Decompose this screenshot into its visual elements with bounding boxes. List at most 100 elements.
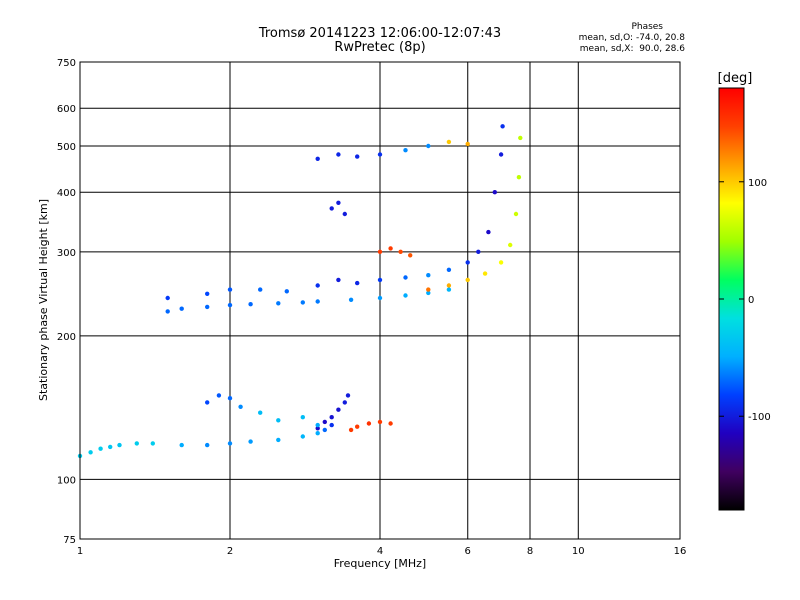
data-point	[508, 242, 513, 248]
grid-lines	[80, 62, 680, 539]
data-point	[513, 211, 519, 217]
data-point	[284, 289, 289, 294]
data-point	[465, 141, 470, 147]
data-point	[355, 280, 360, 286]
data-point	[227, 302, 233, 308]
chart-subtitle: RwPretec (8p)	[334, 40, 426, 55]
data-point	[377, 249, 383, 254]
x-tick-label: 4	[377, 546, 383, 557]
data-point	[518, 135, 523, 141]
y-tick-label: 600	[57, 104, 76, 115]
data-point	[342, 400, 347, 405]
data-point	[348, 427, 354, 433]
data-point	[216, 393, 222, 398]
data-point	[315, 422, 320, 428]
data-point	[300, 415, 305, 420]
data-point	[205, 400, 210, 405]
x-axis-ticks: 1 2 4 6 8 10 16	[77, 546, 687, 557]
data-point	[98, 446, 103, 451]
data-point	[227, 287, 233, 292]
data-point	[329, 415, 334, 420]
data-point	[498, 152, 504, 157]
y-axis-label: Stationary phase Virtual Height [km]	[37, 199, 50, 401]
data-point	[179, 442, 184, 448]
data-point	[498, 260, 504, 265]
data-point	[329, 422, 334, 428]
x-tick-label: 8	[527, 546, 533, 557]
data-point	[377, 419, 383, 425]
data-point	[179, 306, 184, 311]
data-point	[492, 190, 497, 195]
y-tick-label: 200	[57, 332, 76, 343]
data-point	[165, 295, 170, 301]
data-point	[238, 404, 243, 409]
data-point	[465, 260, 470, 265]
x-axis-label: Frequency [MHz]	[334, 557, 426, 570]
data-point	[426, 287, 431, 292]
chart-title: Tromsø 20141223 12:06:00-12:07:43	[258, 26, 502, 41]
plot-frame	[79, 61, 681, 540]
data-point	[134, 441, 139, 446]
y-tick-label: 400	[57, 188, 76, 199]
data-point	[88, 450, 93, 455]
data-point	[398, 249, 403, 254]
data-point	[446, 267, 452, 272]
data-point	[276, 437, 281, 443]
colorbar-ticks: 100 0 -100	[719, 178, 771, 423]
data-point	[446, 287, 452, 292]
data-point	[322, 419, 327, 425]
x-tick-label: 10	[572, 546, 585, 557]
stats-header: Phases	[631, 22, 663, 32]
data-point	[336, 200, 341, 205]
data-point	[276, 301, 281, 306]
data-point	[315, 426, 320, 431]
data-point	[377, 295, 383, 301]
x-tick-label: 2	[227, 546, 233, 557]
data-point	[165, 309, 170, 314]
data-point	[388, 421, 393, 426]
data-point	[516, 175, 522, 180]
data-point	[482, 271, 488, 276]
data-point	[336, 152, 341, 157]
data-point	[227, 396, 233, 401]
data-point	[300, 434, 305, 439]
data-point	[150, 441, 155, 446]
y-tick-label: 500	[57, 142, 76, 153]
data-point	[355, 154, 360, 159]
data-point	[426, 273, 431, 278]
data-point	[108, 444, 113, 450]
data-point	[258, 410, 263, 415]
y-tick-label: 300	[57, 248, 76, 259]
data-point	[342, 211, 347, 217]
data-point	[336, 407, 341, 412]
data-point	[446, 139, 452, 145]
y-axis-ticks: 75 100 200 300 400 500 600 750	[57, 58, 76, 546]
data-point	[408, 253, 413, 258]
data-point	[403, 148, 408, 153]
colorbar-label: [deg]	[718, 71, 753, 86]
x-tick-label: 1	[77, 546, 83, 557]
data-point	[426, 143, 431, 149]
data-point	[329, 206, 334, 211]
data-point	[315, 156, 320, 161]
data-point	[205, 291, 210, 296]
x-tick-label: 16	[674, 546, 687, 557]
data-point	[366, 421, 372, 426]
data-point	[500, 124, 505, 129]
data-point	[426, 290, 431, 296]
stats-line-x: mean, sd,X: 90.0, 28.6	[579, 44, 685, 54]
data-point	[388, 246, 393, 251]
y-tick-label: 750	[57, 58, 76, 69]
data-point	[315, 431, 320, 436]
colorbar-tick-label: 0	[748, 295, 754, 306]
data-point	[403, 275, 408, 280]
data-point	[446, 283, 452, 288]
data-point	[465, 277, 470, 283]
data-point	[315, 283, 320, 288]
data-points	[77, 124, 523, 459]
data-point	[403, 293, 408, 298]
data-point	[486, 229, 491, 235]
data-point	[248, 439, 253, 444]
data-point	[300, 300, 305, 305]
